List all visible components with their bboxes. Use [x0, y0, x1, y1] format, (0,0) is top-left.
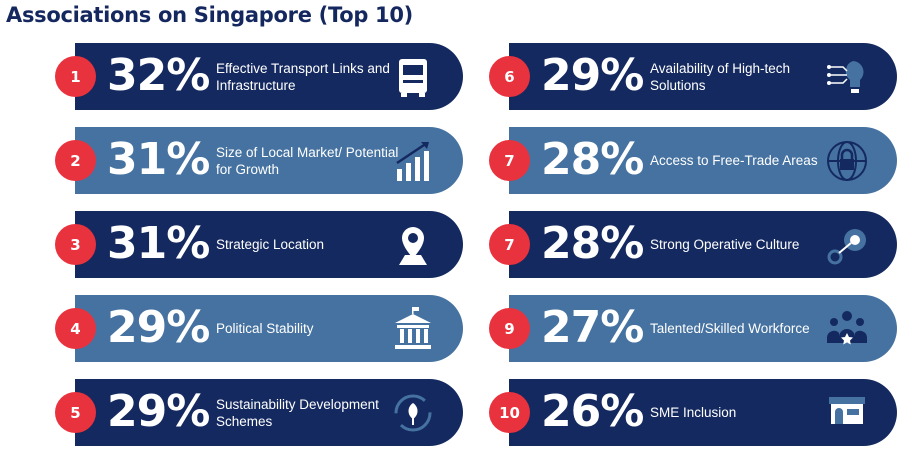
item-card-4: 4 29% Political Stability	[55, 295, 463, 362]
item-card-9: 9 27% Talented/Skilled Workforce	[489, 295, 897, 362]
item-label: Size of Local Market/ Potential for Grow…	[216, 127, 406, 194]
item-label: Availability of High-tech Solutions	[650, 43, 840, 110]
item-label: Access to Free-Trade Areas	[650, 127, 840, 194]
rank-badge: 6	[489, 56, 530, 97]
rank-badge: 4	[55, 308, 96, 349]
item-label: Strong Operative Culture	[650, 211, 840, 278]
percent-value: 28%	[541, 218, 644, 269]
item-label-text: Availability of High-tech Solutions	[650, 60, 791, 93]
item-card-2: 2 31% Size of Local Market/ Potential fo…	[55, 127, 463, 194]
percent-value: 28%	[541, 134, 644, 185]
tech-lightbulb-icon	[827, 61, 864, 93]
page-title: Associations on Singapore (Top 10)	[6, 3, 413, 27]
truck-icon	[399, 59, 427, 97]
team-star-icon	[827, 311, 867, 345]
storefront-icon	[829, 397, 865, 424]
item-card-1: 1 32% Effective Transport Links and Infr…	[55, 43, 463, 110]
item-card-3: 3 31% Strategic Location	[55, 211, 463, 278]
item-label: Strategic Location	[216, 211, 406, 278]
item-label-text: Strategic Location	[216, 237, 325, 252]
item-card-7: 7 28% Access to Free-Trade Areas	[489, 127, 897, 194]
rank-badge: 1	[55, 56, 96, 97]
growth-chart-icon	[396, 141, 429, 181]
percent-value: 29%	[541, 50, 644, 101]
item-label-text: Strong Operative Culture	[650, 237, 800, 252]
item-label-text: Effective Transport Links and Infrastruc…	[216, 60, 390, 93]
percent-value: 27%	[541, 302, 644, 353]
item-label: Political Stability	[216, 295, 406, 362]
item-label-text: Talented/Skilled Workforce	[650, 321, 810, 336]
percent-value: 29%	[107, 302, 210, 353]
rank-badge: 9	[489, 308, 530, 349]
percent-value: 29%	[107, 386, 210, 437]
item-label: Sustainability Development Schemes	[216, 379, 406, 446]
globe-lock-icon	[827, 141, 867, 181]
leaf-recycle-icon	[394, 394, 432, 432]
rank-badge: 7	[489, 224, 530, 265]
rank-badge: 10	[489, 392, 530, 433]
rank-badge: 7	[489, 140, 530, 181]
rank-badge: 3	[55, 224, 96, 265]
location-pin-icon	[399, 227, 427, 265]
item-label-text: Political Stability	[216, 321, 314, 336]
item-label: Talented/Skilled Workforce	[650, 295, 840, 362]
item-label-text: SME Inclusion	[650, 405, 737, 420]
rank-badge: 2	[55, 140, 96, 181]
item-label-text: Size of Local Market/ Potential for Grow…	[216, 144, 399, 177]
rank-badge: 5	[55, 392, 96, 433]
percent-value: 31%	[107, 134, 210, 185]
item-card-8: 7 28% Strong Operative Culture	[489, 211, 897, 278]
percent-value: 32%	[107, 50, 210, 101]
percent-value: 26%	[541, 386, 644, 437]
government-building-icon	[395, 307, 431, 349]
gears-icon	[827, 229, 866, 265]
item-card-5: 5 29% Sustainability Development Schemes	[55, 379, 463, 446]
item-label-text: Sustainability Development Schemes	[216, 396, 379, 429]
item-card-10: 10 26% SME Inclusion	[489, 379, 897, 446]
item-label-text: Access to Free-Trade Areas	[650, 153, 818, 168]
percent-value: 31%	[107, 218, 210, 269]
item-label: SME Inclusion	[650, 379, 840, 446]
item-label: Effective Transport Links and Infrastruc…	[216, 43, 406, 110]
item-card-6: 6 29% Availability of High-tech Solution…	[489, 43, 897, 110]
